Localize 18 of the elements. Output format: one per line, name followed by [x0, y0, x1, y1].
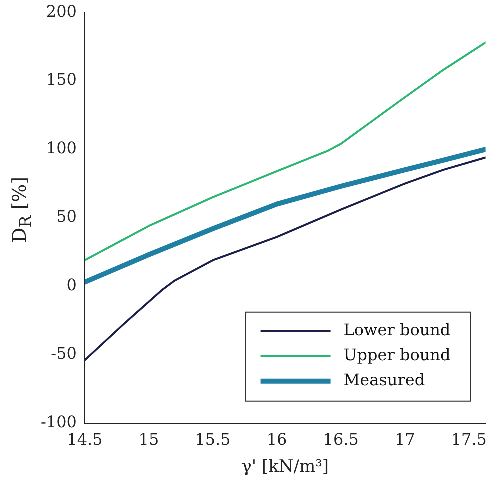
x-tick-label: 14.5: [67, 430, 103, 450]
x-tick-label: 17: [394, 430, 416, 450]
y-tick-label: 150: [46, 70, 77, 90]
legend-label: Measured: [344, 370, 426, 390]
y-tick-label: 0: [66, 276, 77, 295]
x-tick-label: 16: [266, 430, 288, 450]
x-tick-label: 15.5: [195, 430, 231, 450]
x-tick-label: 15: [138, 430, 160, 450]
legend-label: Upper bound: [344, 346, 451, 365]
x-tick-label: 17.5: [451, 430, 487, 450]
legend-label: Lower bound: [344, 320, 451, 340]
y-tick-label: -100: [40, 412, 77, 432]
y-tick-label: 50: [56, 207, 77, 226]
x-axis-title: γ' [kN/m³]: [242, 457, 330, 478]
y-tick-label: -50: [51, 344, 77, 364]
y-tick-label: 200: [46, 2, 77, 21]
y-tick-label: 100: [46, 138, 77, 158]
x-tick-label: 16.5: [323, 430, 359, 450]
